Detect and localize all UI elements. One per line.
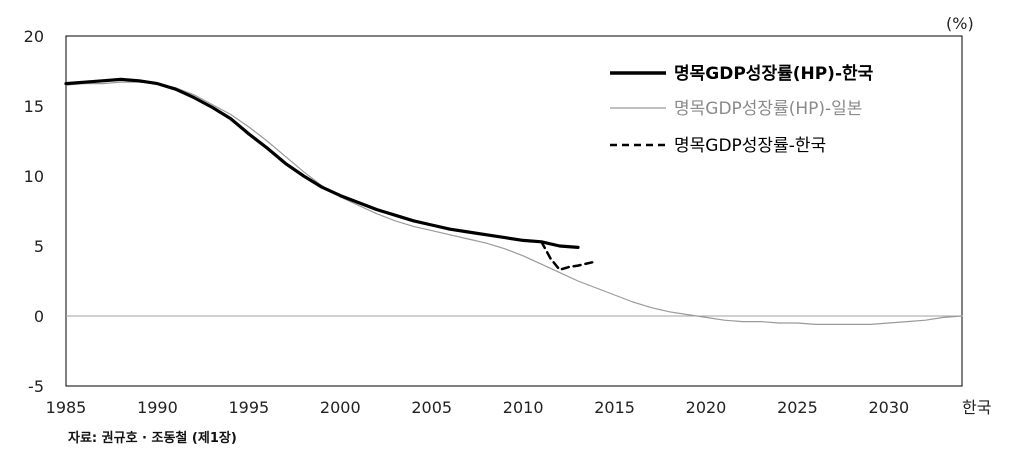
x-tick-label: 2000 <box>320 398 361 417</box>
unit-label: (%) <box>946 14 974 33</box>
y-tick-label: 10 <box>24 167 44 186</box>
series-line-0 <box>64 77 580 249</box>
x-end-label: 한국 <box>962 398 991 417</box>
y-tick-label: -5 <box>28 377 44 396</box>
y-axis: 20 15 10 5 0 -5 <box>24 27 44 396</box>
plot-area <box>65 35 963 387</box>
legend: 명목GDP성장률(HP)-한국 명목GDP성장률(HP)-일본 명목GDP성장률… <box>610 64 874 156</box>
x-tick-label: 1990 <box>137 398 178 417</box>
x-tick-label: 1985 <box>46 398 87 417</box>
x-tick-label: 2030 <box>868 398 909 417</box>
y-tick-label: 20 <box>24 27 44 46</box>
x-tick-label: 2005 <box>411 398 452 417</box>
series-lines <box>64 77 963 325</box>
series-line-1 <box>65 81 963 325</box>
x-tick-label: 2015 <box>594 398 635 417</box>
legend-label-japan-hp: 명목GDP성장률(HP)-일본 <box>674 99 862 119</box>
x-axis: 1985 1990 1995 2000 2005 2010 2015 2020 2025 2030 <box>46 398 910 417</box>
x-tick-label: 2025 <box>777 398 818 417</box>
y-tick-label: 5 <box>34 237 44 256</box>
y-tick-label: 0 <box>34 307 44 326</box>
source-note: 자료: 권규호 · 조동철 (제1장) <box>68 430 237 446</box>
x-tick-label: 2020 <box>686 398 727 417</box>
x-tick-label: 2010 <box>503 398 544 417</box>
series-line-2 <box>540 240 598 272</box>
legend-label-korea-actual: 명목GDP성장률-한국 <box>674 136 826 156</box>
y-tick-label: 15 <box>24 97 44 116</box>
legend-label-korea-hp: 명목GDP성장률(HP)-한국 <box>674 64 874 84</box>
x-tick-label: 1995 <box>228 398 269 417</box>
